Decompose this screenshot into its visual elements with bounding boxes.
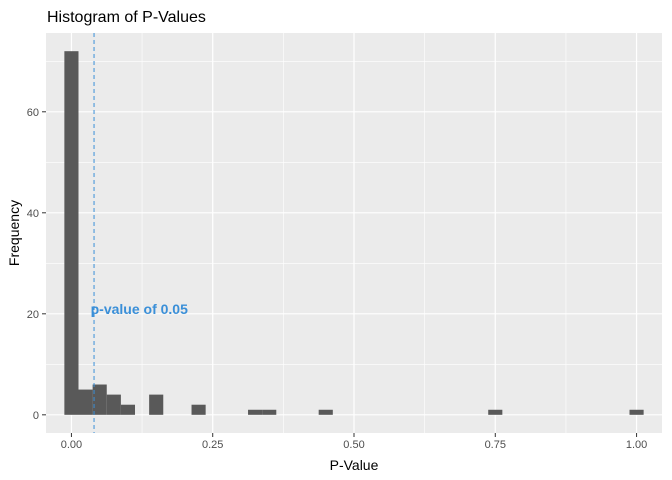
y-axis-title: Frequency	[6, 200, 22, 266]
histogram-bar	[120, 404, 136, 415]
histogram-bar	[262, 409, 277, 415]
x-axis: 0.00 0.25 0.50 0.75 1.00	[61, 433, 647, 451]
histogram-bar	[191, 404, 206, 415]
x-axis-title: P-Value	[330, 457, 379, 473]
histogram-bar	[78, 389, 93, 415]
histogram-bars	[64, 51, 644, 415]
histogram-bar	[106, 394, 121, 415]
histogram-bar	[64, 51, 79, 415]
y-tick-label: 40	[27, 208, 39, 220]
histogram-bar	[92, 384, 107, 415]
annotation-label: p-value of 0.05	[91, 301, 188, 317]
histogram-bar	[248, 409, 263, 415]
x-tick-label: 1.00	[626, 439, 647, 451]
histogram-bar	[488, 409, 503, 415]
x-tick-label: 0.75	[485, 439, 506, 451]
x-tick-label: 0.00	[61, 439, 82, 451]
y-tick-label: 20	[27, 309, 39, 321]
x-tick-label: 0.50	[343, 439, 364, 451]
y-tick-label: 60	[27, 107, 39, 119]
y-tick-label: 0	[33, 410, 39, 422]
histogram-bar	[149, 394, 164, 415]
histogram-bar	[629, 409, 644, 415]
chart-title: Histogram of P-Values	[47, 9, 206, 26]
y-axis: 0 20 40 60	[27, 107, 46, 422]
histogram-bar	[318, 409, 333, 415]
x-tick-label: 0.25	[202, 439, 223, 451]
